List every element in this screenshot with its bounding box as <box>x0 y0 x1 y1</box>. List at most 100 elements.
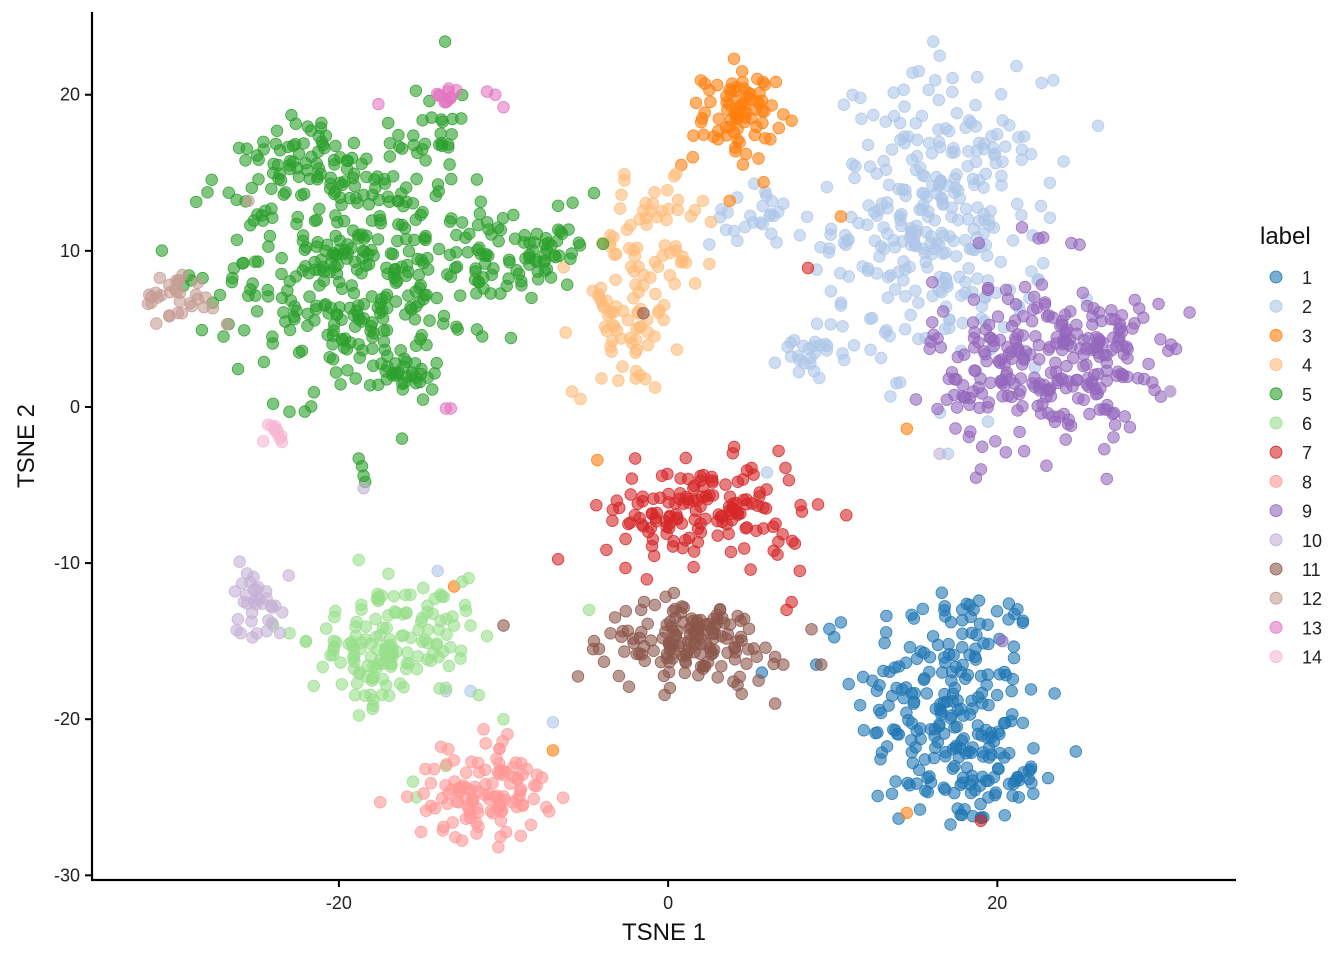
point-label-11 <box>735 687 748 701</box>
point-label-10 <box>933 447 946 461</box>
point-label-6 <box>472 688 485 702</box>
point-label-9 <box>968 364 981 377</box>
point-label-11 <box>711 671 724 684</box>
point-label-5 <box>400 269 413 282</box>
point-label-4 <box>663 269 677 282</box>
point-label-4 <box>670 167 683 180</box>
point-label-5 <box>313 279 326 292</box>
point-label-5 <box>382 116 395 130</box>
point-label-4 <box>648 330 661 343</box>
x-tick-label: 20 <box>987 893 1007 913</box>
point-label-1 <box>969 653 983 666</box>
point-label-11 <box>669 602 682 616</box>
point-label-2 <box>955 289 968 302</box>
point-label-2 <box>764 208 777 221</box>
point-label-5 <box>305 400 318 413</box>
point-label-5 <box>484 287 497 300</box>
point-label-11 <box>768 650 782 664</box>
point-label-1 <box>916 602 930 616</box>
point-label-5 <box>397 360 411 373</box>
point-label-5 <box>371 233 385 246</box>
point-label-7 <box>629 452 642 465</box>
point-label-4 <box>604 340 617 353</box>
point-label-5 <box>429 189 443 203</box>
legend-title: label <box>1260 223 1311 250</box>
point-label-5 <box>423 314 436 327</box>
legend-key-4 <box>1269 358 1283 372</box>
point-label-5 <box>380 373 393 386</box>
point-label-9 <box>1071 392 1085 405</box>
point-label-11 <box>706 627 720 640</box>
point-label-7 <box>801 261 815 275</box>
point-label-7 <box>719 478 732 491</box>
point-label-9 <box>1035 278 1049 291</box>
point-label-9 <box>950 401 964 414</box>
point-label-1 <box>998 809 1012 822</box>
series-10 <box>228 385 1177 644</box>
point-label-11 <box>612 669 626 683</box>
point-label-5 <box>350 304 363 317</box>
point-label-10 <box>260 624 273 638</box>
point-label-11 <box>497 619 510 632</box>
point-label-2 <box>800 210 814 224</box>
point-label-8 <box>417 787 430 800</box>
point-label-1 <box>964 778 977 792</box>
point-label-1 <box>1016 716 1030 730</box>
point-label-5 <box>256 214 270 227</box>
legend-label-12: 12 <box>1302 589 1322 609</box>
point-label-7 <box>647 492 660 505</box>
point-label-8 <box>442 787 455 800</box>
point-label-1 <box>921 785 935 799</box>
point-label-5 <box>334 378 347 391</box>
point-label-7 <box>600 543 613 557</box>
point-label-5 <box>222 186 236 199</box>
point-label-9 <box>1123 421 1137 434</box>
point-label-5 <box>566 196 579 209</box>
point-label-3 <box>777 108 790 121</box>
point-label-3 <box>769 75 783 89</box>
point-label-6 <box>400 607 413 620</box>
point-label-7 <box>772 444 785 458</box>
point-label-2 <box>950 106 964 120</box>
point-label-9 <box>1036 397 1049 411</box>
point-label-1 <box>1069 745 1083 758</box>
point-label-6 <box>459 604 473 617</box>
point-label-12 <box>242 194 255 208</box>
point-label-1 <box>1011 770 1024 784</box>
point-label-2 <box>760 189 773 202</box>
point-label-9 <box>1025 315 1039 328</box>
point-label-2 <box>883 329 896 343</box>
point-label-13 <box>450 83 463 97</box>
point-label-6 <box>437 645 450 658</box>
point-label-5 <box>530 227 544 241</box>
point-label-8 <box>462 803 476 816</box>
point-label-11 <box>692 621 705 635</box>
point-label-7 <box>757 522 770 535</box>
point-label-1 <box>1041 771 1055 785</box>
point-label-5 <box>245 181 259 195</box>
point-label-5 <box>266 337 279 350</box>
point-label-2 <box>1015 209 1028 222</box>
point-label-5 <box>419 154 432 167</box>
point-label-1 <box>935 586 949 599</box>
point-label-4 <box>703 257 716 271</box>
point-label-9 <box>948 372 961 386</box>
point-label-11 <box>740 657 753 670</box>
point-label-2 <box>879 115 892 128</box>
point-label-1 <box>878 636 891 650</box>
point-label-11 <box>727 675 740 688</box>
point-label-8 <box>524 818 538 832</box>
point-label-5 <box>250 305 264 318</box>
point-label-9 <box>909 393 923 406</box>
point-label-2 <box>768 356 782 369</box>
point-label-3 <box>900 422 914 436</box>
point-label-6 <box>334 656 347 669</box>
point-label-1 <box>871 726 884 739</box>
point-label-14 <box>257 435 270 448</box>
point-label-10 <box>230 624 243 637</box>
point-label-8 <box>540 801 553 814</box>
point-label-7 <box>679 451 693 465</box>
point-label-5 <box>283 275 296 288</box>
point-label-2 <box>926 289 939 303</box>
point-label-4 <box>559 326 572 339</box>
